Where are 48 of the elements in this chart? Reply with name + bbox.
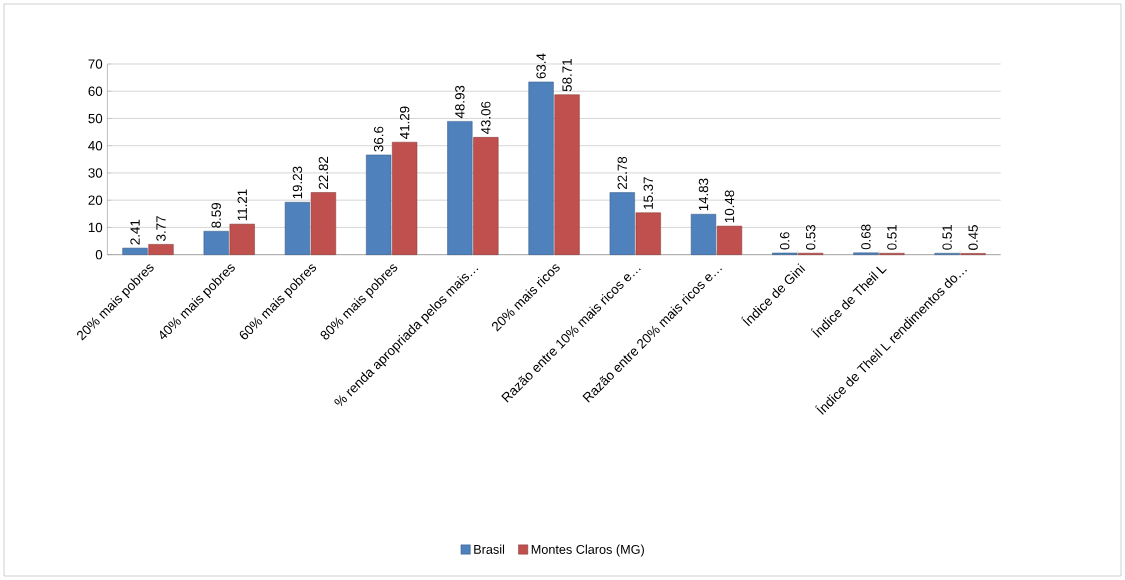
data-label: 43.06 — [481, 101, 491, 135]
legend-label: Montes Claros (MG) — [531, 544, 644, 557]
data-label: 48.93 — [455, 85, 465, 119]
data-label: 11.21 — [237, 189, 247, 221]
bar — [528, 81, 554, 255]
bar — [310, 192, 337, 255]
data-label: 8.59 — [211, 203, 221, 228]
data-label: 0.53 — [805, 224, 816, 250]
bar — [229, 223, 255, 255]
bar — [447, 121, 473, 255]
bar — [392, 141, 418, 255]
bar — [609, 192, 635, 255]
y-tick-label: 10 — [88, 222, 103, 233]
y-tick-label: 60 — [88, 86, 103, 96]
y-tick-label: 30 — [88, 168, 103, 178]
bar — [635, 212, 661, 255]
bar — [284, 202, 311, 255]
bar — [366, 154, 392, 255]
legend-label: Brasil — [474, 544, 505, 554]
data-label: 0.68 — [861, 224, 871, 250]
data-label: 2.41 — [130, 219, 140, 245]
data-label: 19.23 — [292, 166, 303, 199]
bar — [716, 225, 743, 255]
data-label: 0.51 — [942, 225, 952, 250]
data-label: 0.6 — [779, 232, 790, 250]
data-label: 15.37 — [643, 177, 653, 209]
data-label: 22.82 — [318, 156, 329, 189]
bar — [122, 247, 148, 255]
data-label: 63.4 — [536, 53, 546, 79]
y-tick-label: 50 — [88, 113, 103, 124]
y-tick-label: 20 — [88, 195, 103, 205]
data-label: 0.51 — [887, 225, 897, 250]
bar — [473, 137, 499, 255]
bar — [554, 94, 580, 255]
data-label: 0.45 — [968, 225, 978, 250]
data-label: 58.71 — [562, 59, 572, 92]
data-label: 36.6 — [373, 126, 384, 152]
y-tick-label: 70 — [88, 59, 103, 69]
data-label: 10.48 — [724, 190, 735, 223]
data-label: 41.29 — [399, 106, 410, 139]
y-tick-label: 40 — [88, 140, 103, 151]
bar — [203, 230, 229, 255]
bar — [690, 213, 717, 255]
bar — [148, 244, 174, 255]
data-label: 3.77 — [156, 216, 166, 241]
data-label: 22.78 — [617, 156, 627, 190]
data-label: 14.83 — [698, 178, 709, 211]
y-tick-label: 0 — [95, 249, 103, 260]
